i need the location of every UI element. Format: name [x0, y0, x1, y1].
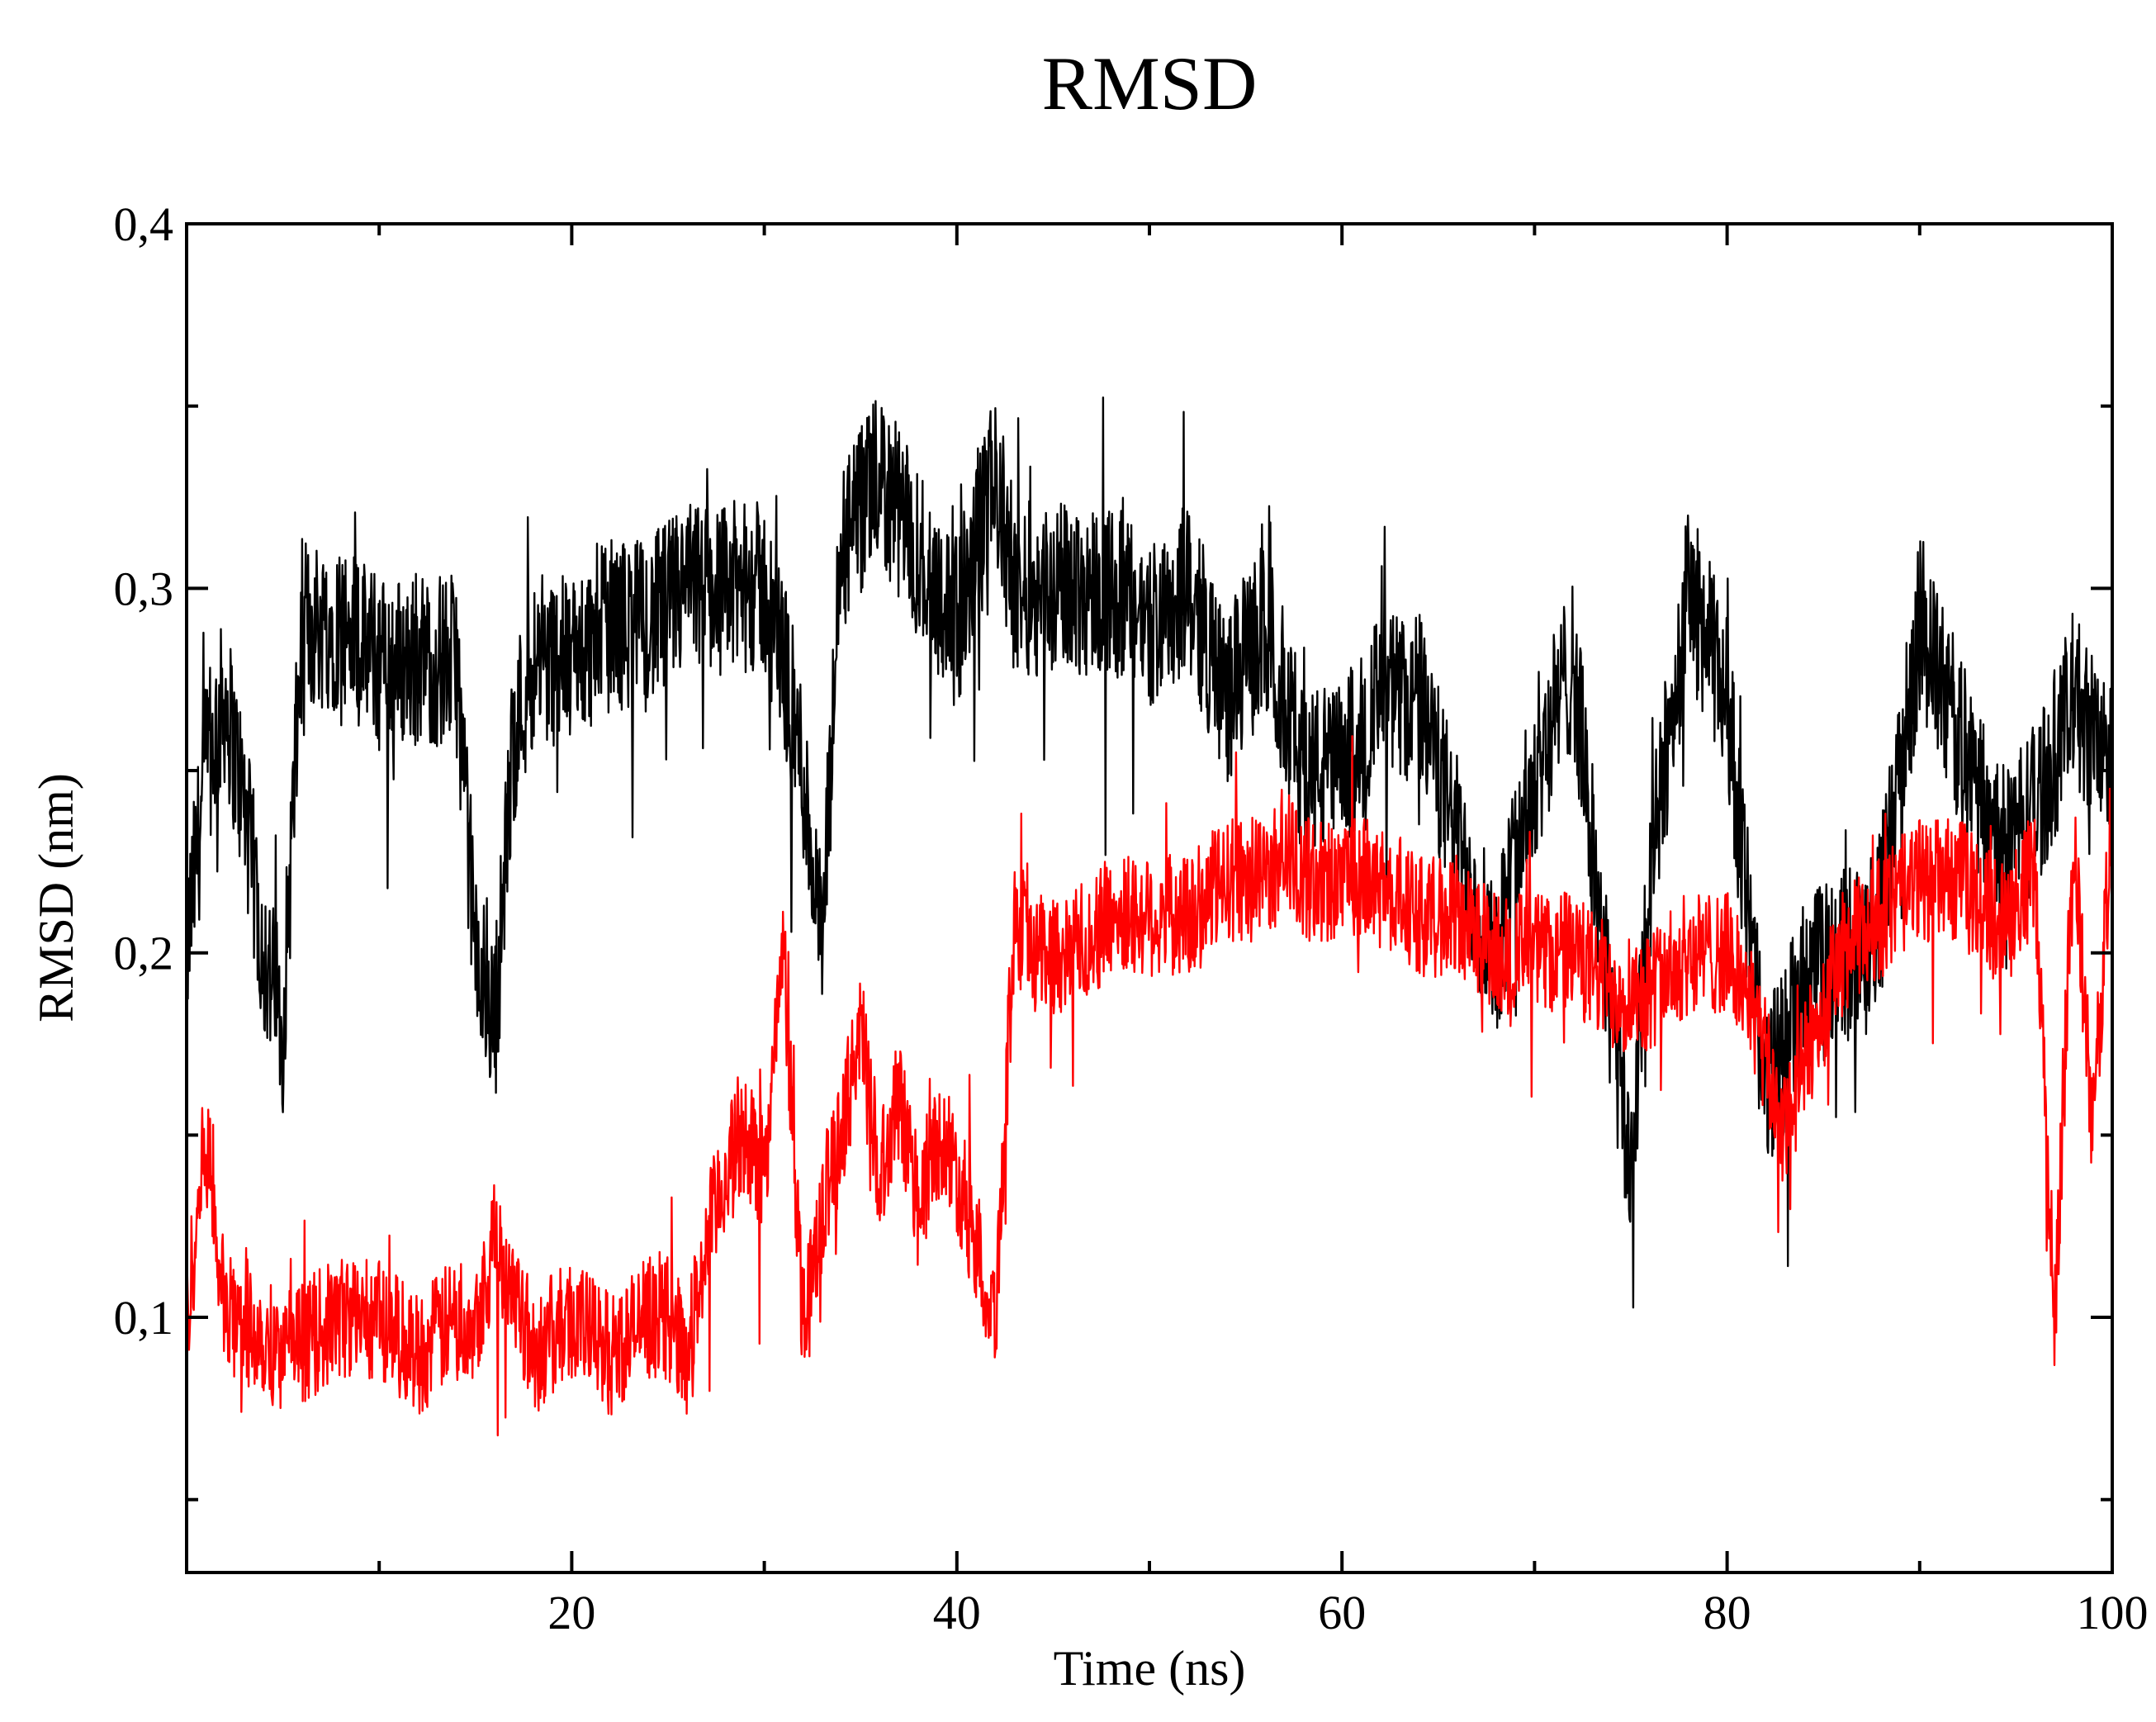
series-line-1: [185, 396, 2114, 1309]
y-tick-label: 0,1: [114, 1291, 174, 1345]
ticks-layer: 20 40 60 80 100 0,1 0,2 0,3 0,4: [114, 197, 2149, 1639]
chart-title: RMSD: [1042, 41, 1258, 126]
series-line-2: [185, 735, 2114, 1437]
y-axis-label: RMSD (nm): [29, 773, 83, 1022]
x-tick-label: 60: [1318, 1586, 1366, 1639]
y-tick-label: 0,2: [114, 927, 174, 980]
x-tick-label: 80: [1703, 1586, 1751, 1639]
x-axis-label: Time (ns): [1054, 1641, 1246, 1696]
x-tick-label: 20: [547, 1586, 595, 1639]
y-tick-label: 0,4: [114, 197, 174, 251]
x-tick-label: 40: [933, 1586, 981, 1639]
y-tick-label: 0,3: [114, 562, 174, 615]
x-tick-label: 100: [2077, 1586, 2149, 1639]
series-layer: [185, 396, 2114, 1437]
